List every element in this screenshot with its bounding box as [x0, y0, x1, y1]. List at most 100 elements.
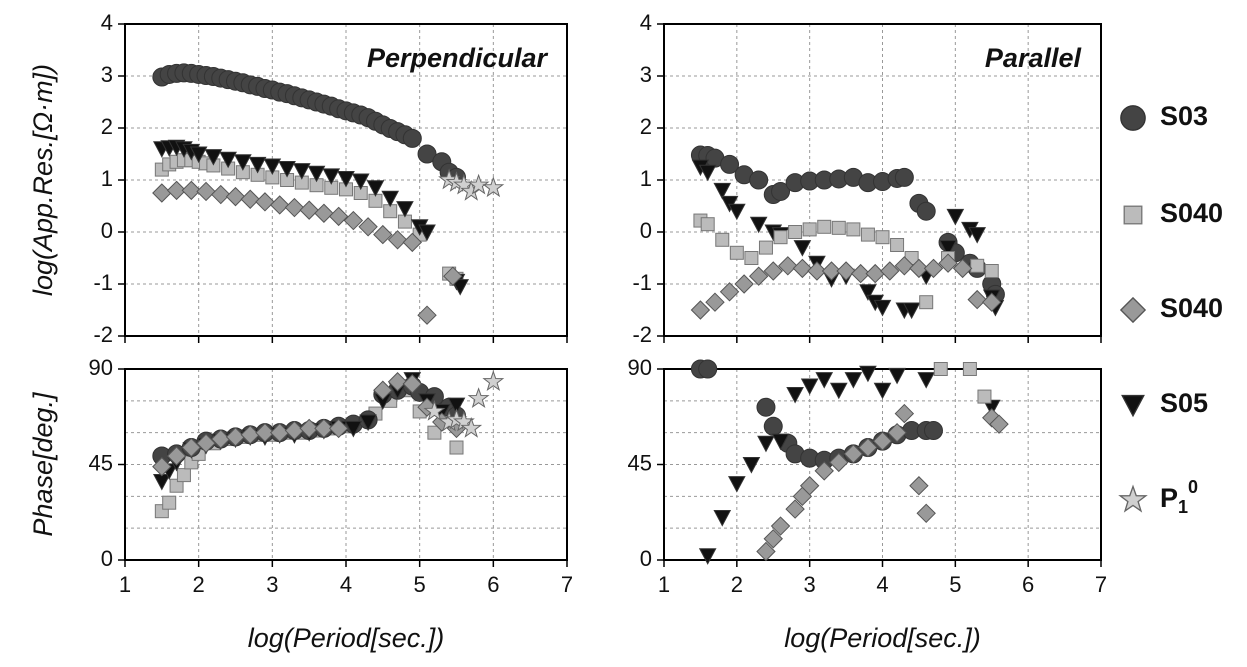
data-point	[417, 305, 437, 325]
data-point	[938, 253, 958, 273]
y-tick-label: 0	[640, 218, 652, 243]
data-point	[773, 230, 788, 245]
data-point	[328, 206, 349, 227]
data-point	[909, 258, 929, 279]
data-point	[314, 418, 334, 439]
data-point	[255, 422, 275, 443]
y-tick-label: 90	[89, 355, 113, 380]
data-point	[358, 217, 378, 237]
data-point	[982, 292, 1002, 312]
data-point	[373, 380, 393, 400]
x-axis-label: log(Period[sec.])	[784, 623, 981, 653]
data-point	[719, 282, 740, 302]
legend-label: P10	[1160, 477, 1198, 517]
data-point	[807, 261, 827, 281]
data-point	[278, 161, 296, 178]
data-point	[713, 510, 732, 527]
panel-title: Perpendicular	[367, 43, 549, 73]
plot-frame	[124, 368, 568, 561]
data-point	[307, 165, 326, 183]
data-point	[880, 261, 900, 281]
data-point	[977, 389, 992, 404]
y-tick-label: 90	[628, 355, 652, 380]
legend-text: P	[1160, 483, 1178, 513]
data-point	[799, 476, 820, 496]
data-point	[248, 156, 267, 174]
data-point	[793, 240, 812, 257]
y-tick-label: -1	[632, 270, 652, 295]
data-point	[967, 289, 987, 310]
data-point	[727, 203, 746, 221]
data-point	[423, 399, 446, 421]
y-tick-label: 2	[640, 114, 652, 139]
x-tick-label: 7	[1095, 572, 1107, 597]
data-point	[946, 208, 965, 226]
data-point	[443, 266, 463, 286]
data-point	[860, 227, 875, 242]
y-tick-label: 1	[101, 166, 113, 191]
data-point	[831, 220, 846, 235]
x-tick-label: 1	[119, 572, 131, 597]
data-point	[923, 421, 943, 441]
data-point	[846, 222, 861, 237]
data-point	[923, 258, 944, 279]
data-point	[984, 264, 999, 278]
data-point	[700, 217, 715, 232]
data-point	[343, 210, 364, 231]
data-point	[771, 181, 791, 201]
y-tick-label: 45	[628, 450, 652, 475]
data-point	[909, 476, 929, 496]
data-point	[800, 378, 819, 396]
x-tick-label: 7	[561, 572, 573, 597]
x-tick-label: 2	[193, 572, 205, 597]
data-point	[152, 473, 171, 491]
y-tick-label: 0	[101, 546, 113, 571]
data-point	[402, 232, 423, 253]
data-point	[169, 478, 184, 493]
data-point	[890, 238, 905, 252]
data-point	[418, 224, 436, 242]
data-point	[451, 279, 470, 296]
data-point	[727, 476, 746, 493]
data-point	[234, 154, 252, 171]
data-point	[219, 151, 237, 169]
plot-frame	[124, 23, 568, 337]
x-tick-label: 3	[266, 572, 278, 597]
data-point	[970, 258, 985, 273]
data-point	[181, 180, 202, 201]
data-point	[778, 256, 798, 276]
data-point	[734, 274, 754, 294]
data-point	[482, 176, 505, 198]
data-point	[322, 168, 341, 185]
data-point	[749, 216, 768, 234]
data-point	[817, 219, 832, 234]
data-point	[162, 495, 177, 510]
legend-marker	[1121, 394, 1145, 418]
legend-label: S05	[1160, 388, 1208, 418]
data-point	[875, 230, 890, 245]
data-point	[749, 170, 769, 190]
data-point	[152, 183, 172, 203]
x-tick-label: 2	[731, 572, 743, 597]
data-point	[396, 201, 414, 218]
y-tick-label: 1	[640, 166, 652, 191]
data-point	[715, 232, 730, 247]
legend-marker	[1119, 296, 1147, 324]
data-point	[427, 425, 442, 440]
legend-label: S03	[1160, 101, 1208, 131]
data-point	[873, 382, 892, 400]
y-tick-label: 0	[101, 218, 113, 243]
data-point	[204, 149, 223, 166]
data-point	[729, 245, 744, 260]
data-point	[894, 403, 915, 424]
data-point	[269, 195, 290, 215]
data-point	[859, 365, 877, 383]
legend-text: 1	[1178, 497, 1188, 517]
data-point	[166, 180, 187, 201]
y-tick-label: 3	[101, 62, 113, 87]
data-point	[939, 240, 957, 257]
data-point	[698, 548, 717, 565]
